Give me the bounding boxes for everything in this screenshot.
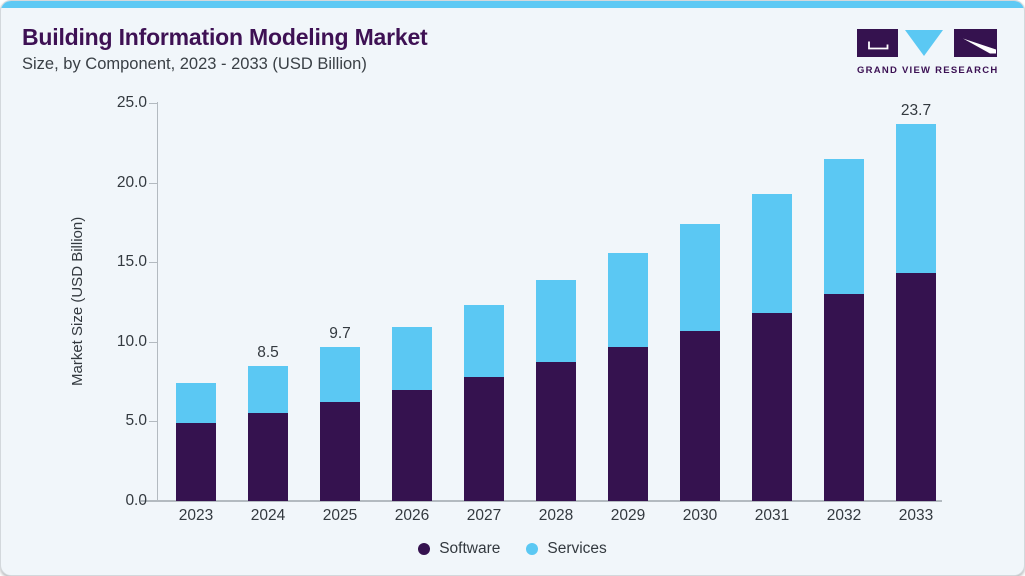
legend-item-software: Software [418, 540, 500, 558]
y-axis-title: Market Size (USD Billion) [69, 216, 86, 387]
bar-value-label-2033: 23.7 [900, 101, 932, 119]
y-tick-label: 0.0 [125, 492, 147, 509]
bar-value-label-2024: 8.5 [257, 343, 279, 361]
bar-segment-software-2032 [824, 294, 864, 501]
y-axis-line [156, 102, 158, 501]
y-tick-label: 10.0 [116, 332, 147, 350]
x-tick-label-2026: 2026 [394, 507, 430, 524]
bar-segment-services-2031 [752, 193, 792, 314]
bar-segment-software-2030 [680, 330, 720, 501]
bar-segment-services-2025 [320, 346, 360, 403]
y-tick-label: 15.0 [116, 253, 147, 271]
bar-segment-software-2023 [176, 422, 216, 501]
gvr-logo-icon [857, 29, 997, 57]
bar-segment-services-2026 [392, 327, 432, 390]
bar-segment-software-2024 [248, 413, 288, 501]
y-tick-mark [148, 182, 157, 184]
legend-item-services: Services [526, 540, 607, 558]
y-tick-mark [148, 341, 157, 343]
y-tick-mark [148, 262, 157, 264]
bar-segment-services-2030 [680, 223, 720, 331]
bar-segment-services-2027 [464, 305, 504, 377]
x-tick-label-2025: 2025 [322, 507, 358, 524]
bar-segment-services-2028 [536, 279, 576, 363]
bar-segment-software-2027 [464, 376, 504, 501]
bar-segment-software-2025 [320, 402, 360, 501]
bar-segment-software-2026 [392, 389, 432, 501]
grand-view-research-logo: GRAND VIEW RESEARCH [857, 29, 998, 76]
x-tick-label-2027: 2027 [466, 507, 502, 524]
legend-label-software: Software [439, 540, 501, 557]
legend-label-services: Services [547, 540, 607, 557]
bar-segment-software-2029 [608, 346, 648, 501]
y-tick-label: 20.0 [116, 173, 147, 191]
chart-legend: Software Services [1, 540, 1024, 558]
bar-segment-services-2023 [176, 383, 216, 423]
bar-segment-services-2029 [608, 252, 648, 347]
y-tick-label: 25.0 [116, 94, 147, 111]
x-tick-label-2024: 2024 [250, 507, 286, 524]
x-tick-label-2033: 2033 [898, 507, 934, 524]
bar-segment-software-2033 [896, 273, 936, 501]
page-subtitle: Size, by Component, 2023 - 2033 (USD Bil… [22, 55, 367, 73]
x-axis-line [141, 500, 942, 502]
y-tick-mark [148, 103, 157, 104]
logo-wordmark: GRAND VIEW RESEARCH [857, 65, 999, 76]
bar-segment-software-2028 [536, 362, 576, 501]
legend-swatch-software [418, 543, 431, 555]
x-tick-label-2032: 2032 [826, 507, 862, 524]
x-tick-label-2031: 2031 [754, 507, 790, 524]
y-tick-mark [148, 421, 157, 423]
x-tick-label-2023: 2023 [178, 507, 214, 524]
bar-segment-services-2024 [248, 365, 288, 414]
bar-value-label-2025: 9.7 [329, 324, 351, 342]
x-tick-label-2029: 2029 [610, 507, 646, 524]
x-tick-label-2028: 2028 [538, 507, 574, 524]
legend-swatch-services [526, 543, 539, 555]
bar-segment-services-2033 [896, 123, 936, 274]
x-tick-label-2030: 2030 [682, 507, 718, 524]
page-title: Building Information Modeling Market [22, 24, 428, 50]
y-tick-label: 5.0 [125, 412, 147, 430]
accent-top-bar [1, 1, 1024, 8]
chart-header: Building Information Modeling Market Siz… [22, 23, 428, 74]
bar-segment-software-2031 [752, 313, 792, 501]
bar-segment-services-2032 [824, 158, 864, 295]
